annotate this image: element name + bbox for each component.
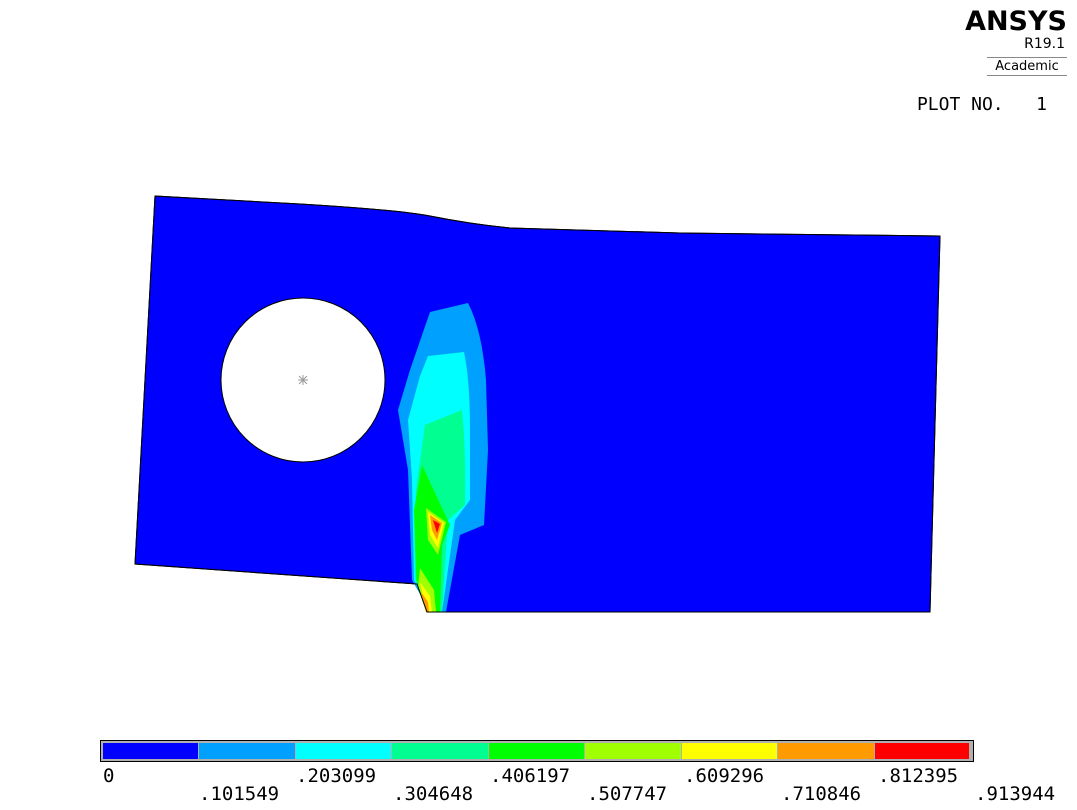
contour-band-5b — [418, 568, 436, 612]
legend-label-6: .609296 — [684, 765, 765, 787]
legend-label-8: .812395 — [878, 765, 959, 787]
legend-label-3: .304648 — [393, 783, 474, 805]
legend-band-3 — [392, 743, 488, 759]
plot-number-value: 1 — [1036, 94, 1047, 115]
ansys-edition: Academic — [987, 57, 1067, 76]
legend-band-1 — [199, 743, 295, 759]
legend-label-0: 0 — [103, 765, 115, 787]
plot-number-text: PLOT NO. — [916, 94, 1004, 115]
legend-band-4 — [488, 743, 585, 759]
legend-label-5: .507747 — [587, 783, 668, 805]
contour-band-7b — [421, 592, 429, 612]
plot-number-label: PLOT NO. 1 — [917, 94, 1047, 115]
ansys-version: R19.1 — [1024, 36, 1065, 52]
legend-band-2 — [295, 743, 392, 759]
plate-outline — [134, 195, 941, 613]
hole-center-marker-icon — [298, 375, 308, 385]
contour-band-8 — [433, 520, 440, 533]
legend-band-8 — [874, 743, 969, 759]
legend-label-1: .101549 — [199, 783, 280, 805]
legend-label-7: .710846 — [781, 783, 862, 805]
legend-label-9: .913944 — [975, 783, 1056, 805]
legend-label-4: .406197 — [490, 765, 571, 787]
legend-band-7 — [778, 743, 874, 759]
contour-legend-bar — [100, 740, 974, 762]
legend-band-6 — [681, 743, 778, 759]
legend-band-5 — [585, 743, 681, 759]
contour-band-6b — [420, 582, 432, 612]
ansys-logo: ANSYS — [965, 6, 1067, 37]
legend-label-2: .203099 — [296, 765, 377, 787]
legend-band-0 — [103, 743, 199, 759]
